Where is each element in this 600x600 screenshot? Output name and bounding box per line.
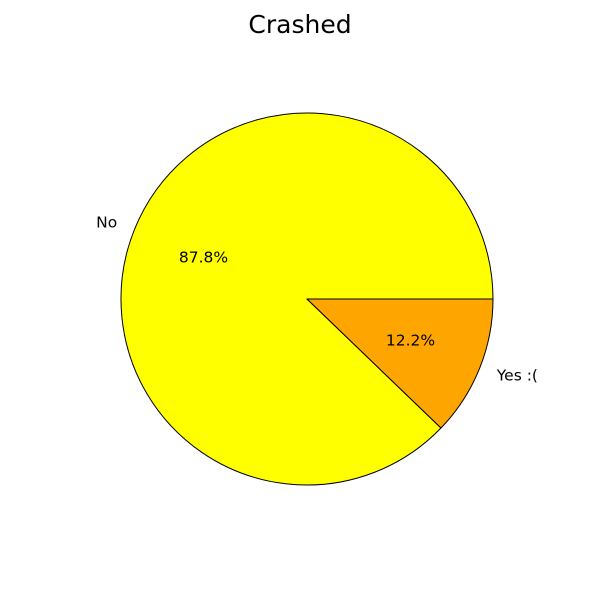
slice-label-0: No (96, 213, 117, 231)
pie-labels: No 87.8% Yes :( 12.2% (96, 213, 538, 384)
pie-slices (120, 112, 494, 486)
slice-percent-0: 87.8% (179, 248, 228, 266)
chart-title: Crashed (248, 10, 351, 39)
pie-slice-1 (306, 298, 494, 429)
slice-percent-1: 12.2% (386, 332, 435, 350)
slice-label-1: Yes :( (496, 367, 538, 385)
